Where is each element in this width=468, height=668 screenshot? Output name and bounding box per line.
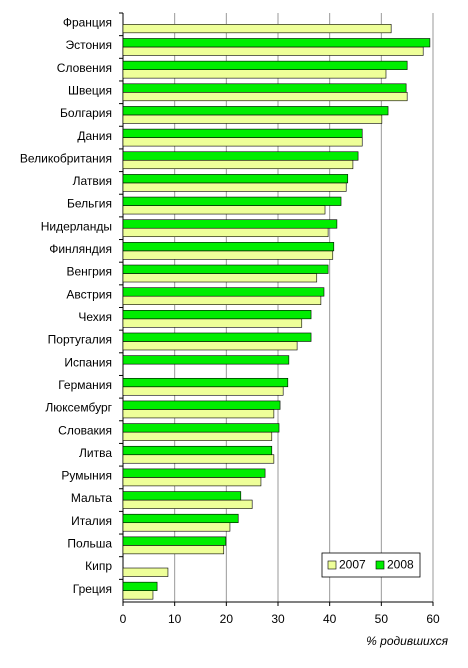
x-tick-label: 30 — [271, 612, 285, 626]
bar — [122, 46, 424, 56]
bar — [122, 24, 392, 34]
bar — [122, 69, 387, 79]
y-tick-label: Литва — [79, 446, 112, 460]
bar — [122, 205, 326, 215]
y-tick-label: Италия — [71, 514, 112, 528]
x-tick-label: 40 — [323, 612, 337, 626]
y-tick-label: Швеция — [68, 83, 112, 97]
y-tick-label: Австрия — [66, 287, 112, 301]
bar — [122, 545, 225, 555]
bar — [122, 522, 231, 532]
bar — [122, 83, 407, 93]
y-tick-label: Финляндия — [49, 242, 112, 256]
bar — [122, 491, 242, 501]
x-tick-label: 50 — [375, 612, 389, 626]
bar — [122, 174, 349, 184]
bar — [122, 477, 262, 487]
bar — [122, 151, 359, 161]
bar — [122, 91, 408, 102]
bar — [122, 38, 431, 48]
bar — [122, 581, 158, 591]
bar — [122, 137, 363, 147]
y-tick-label: Венгрия — [66, 265, 112, 279]
x-tick-label: 10 — [168, 612, 182, 626]
y-tick-label: Греция — [73, 582, 112, 596]
x-tick-label: 0 — [120, 612, 127, 626]
legend-label: 2008 — [387, 558, 414, 572]
bar — [122, 513, 239, 524]
bar — [122, 377, 289, 388]
bar — [122, 182, 347, 192]
bar — [122, 445, 273, 456]
bar — [122, 219, 338, 229]
legend-label: 2007 — [339, 558, 366, 572]
y-tick-label: Великобритания — [20, 151, 112, 165]
bar — [122, 242, 335, 252]
bar — [122, 423, 280, 433]
legend-swatch — [375, 560, 385, 570]
bar — [122, 499, 253, 509]
y-tick-label: Дания — [77, 129, 112, 143]
bar — [122, 386, 284, 396]
bar — [122, 264, 329, 274]
y-tick-label: Нидерланды — [41, 219, 112, 233]
bar — [122, 567, 169, 577]
y-tick-label: Люксембург — [45, 401, 112, 415]
legend-swatch — [327, 560, 337, 570]
y-tick-label: Мальта — [71, 491, 112, 505]
bar — [122, 332, 312, 342]
y-tick-label: Эстония — [66, 38, 113, 52]
bar — [122, 310, 312, 320]
bar — [122, 468, 266, 478]
bar — [122, 227, 329, 238]
y-tick-label: Румыния — [61, 469, 112, 483]
x-tick-label: 20 — [220, 612, 234, 626]
bar — [122, 114, 383, 124]
bar — [122, 106, 389, 116]
bar — [122, 295, 322, 305]
bar — [122, 431, 273, 441]
x-tick-label: 60 — [426, 612, 440, 626]
bar — [122, 273, 318, 283]
y-tick-label: Польша — [67, 537, 112, 551]
bar — [122, 159, 354, 170]
y-tick-label: Чехия — [78, 310, 112, 324]
bar — [122, 287, 325, 297]
y-tick-label: Латвия — [73, 174, 112, 188]
bar — [122, 196, 342, 206]
bar — [122, 590, 154, 600]
y-tick-label: Болгария — [60, 106, 112, 120]
y-tick-label: Португалия — [48, 333, 112, 347]
bar — [122, 341, 298, 351]
bar — [122, 318, 303, 328]
y-tick-label: Испания — [64, 355, 112, 369]
bar — [122, 454, 275, 464]
y-tick-label: Германия — [58, 378, 112, 392]
legend-box — [321, 552, 421, 578]
bar — [122, 409, 275, 419]
bar — [122, 60, 408, 70]
y-tick-label: Франция — [63, 15, 112, 29]
bar — [122, 536, 227, 546]
bar — [122, 400, 281, 410]
x-axis-title: % родившихся — [366, 634, 448, 648]
bar — [122, 250, 334, 260]
bar — [122, 355, 290, 365]
y-tick-label: Кипр — [85, 559, 112, 573]
y-tick-label: Словакия — [58, 423, 112, 437]
y-tick-label: Словения — [57, 61, 112, 75]
y-tick-label: Бельгия — [67, 197, 112, 211]
bar — [122, 128, 363, 138]
